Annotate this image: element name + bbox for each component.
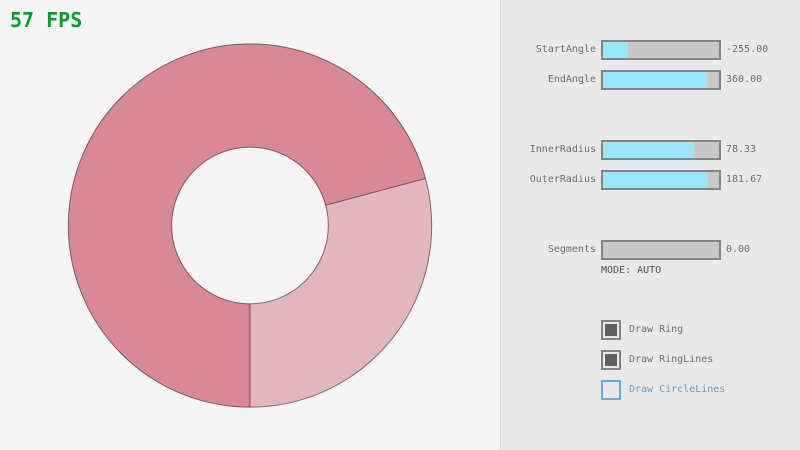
end-angle-label: EndAngle (547, 74, 596, 85)
end-angle-value: 360.00 (726, 74, 763, 85)
draw-circlelines-checkbox-label: Draw CircleLines (629, 384, 726, 395)
inner-radius-value: 78.33 (726, 144, 757, 155)
slider-fill (603, 42, 628, 58)
outer-radius-slider[interactable] (601, 170, 721, 190)
end-angle-slider-row: EndAngle 360.00 (501, 70, 800, 90)
draw-ringlines-checkbox-label: Draw RingLines (629, 354, 714, 365)
inner-radius-slider-row: InnerRadius 78.33 (501, 140, 800, 160)
ring-sector-single-pass (250, 178, 432, 408)
ring-inner-outline (171, 146, 329, 305)
outer-radius-label: OuterRadius (529, 174, 596, 185)
segments-mode-label: MODE: AUTO (601, 265, 662, 276)
segments-slider[interactable] (601, 240, 721, 260)
segments-value: 0.00 (726, 244, 751, 255)
fps-counter: 57 FPS (10, 8, 83, 32)
draw-ring-checkbox[interactable] (601, 320, 621, 340)
ring-radial-line (325, 177, 426, 206)
slider-fill (603, 142, 694, 158)
checkmark-icon (605, 354, 617, 366)
draw-circlelines-checkbox-row: Draw CircleLines (501, 380, 800, 400)
draw-circlelines-checkbox[interactable] (601, 380, 621, 400)
draw-ring-checkbox-label: Draw Ring (629, 324, 684, 335)
outer-radius-slider-row: OuterRadius 181.67 (501, 170, 800, 190)
checkmark-icon (605, 324, 617, 336)
controls-panel: StartAngle -255.00 EndAngle 360.00 Inner… (500, 0, 800, 450)
start-angle-value: -255.00 (726, 44, 769, 55)
inner-radius-slider[interactable] (601, 140, 721, 160)
draw-ringlines-checkbox-row: Draw RingLines (501, 350, 800, 370)
start-angle-slider-row: StartAngle -255.00 (501, 40, 800, 60)
end-angle-slider[interactable] (601, 70, 721, 90)
slider-fill (603, 172, 708, 188)
start-angle-slider[interactable] (601, 40, 721, 60)
ring-sector-double-pass (68, 43, 426, 408)
draw-ringlines-checkbox[interactable] (601, 350, 621, 370)
inner-radius-label: InnerRadius (529, 144, 596, 155)
outer-radius-value: 181.67 (726, 174, 763, 185)
slider-fill (603, 72, 707, 88)
segments-slider-row: Segments 0.00 (501, 240, 800, 260)
start-angle-label: StartAngle (535, 44, 596, 55)
segments-label: Segments (547, 244, 596, 255)
draw-ring-checkbox-row: Draw Ring (501, 320, 800, 340)
